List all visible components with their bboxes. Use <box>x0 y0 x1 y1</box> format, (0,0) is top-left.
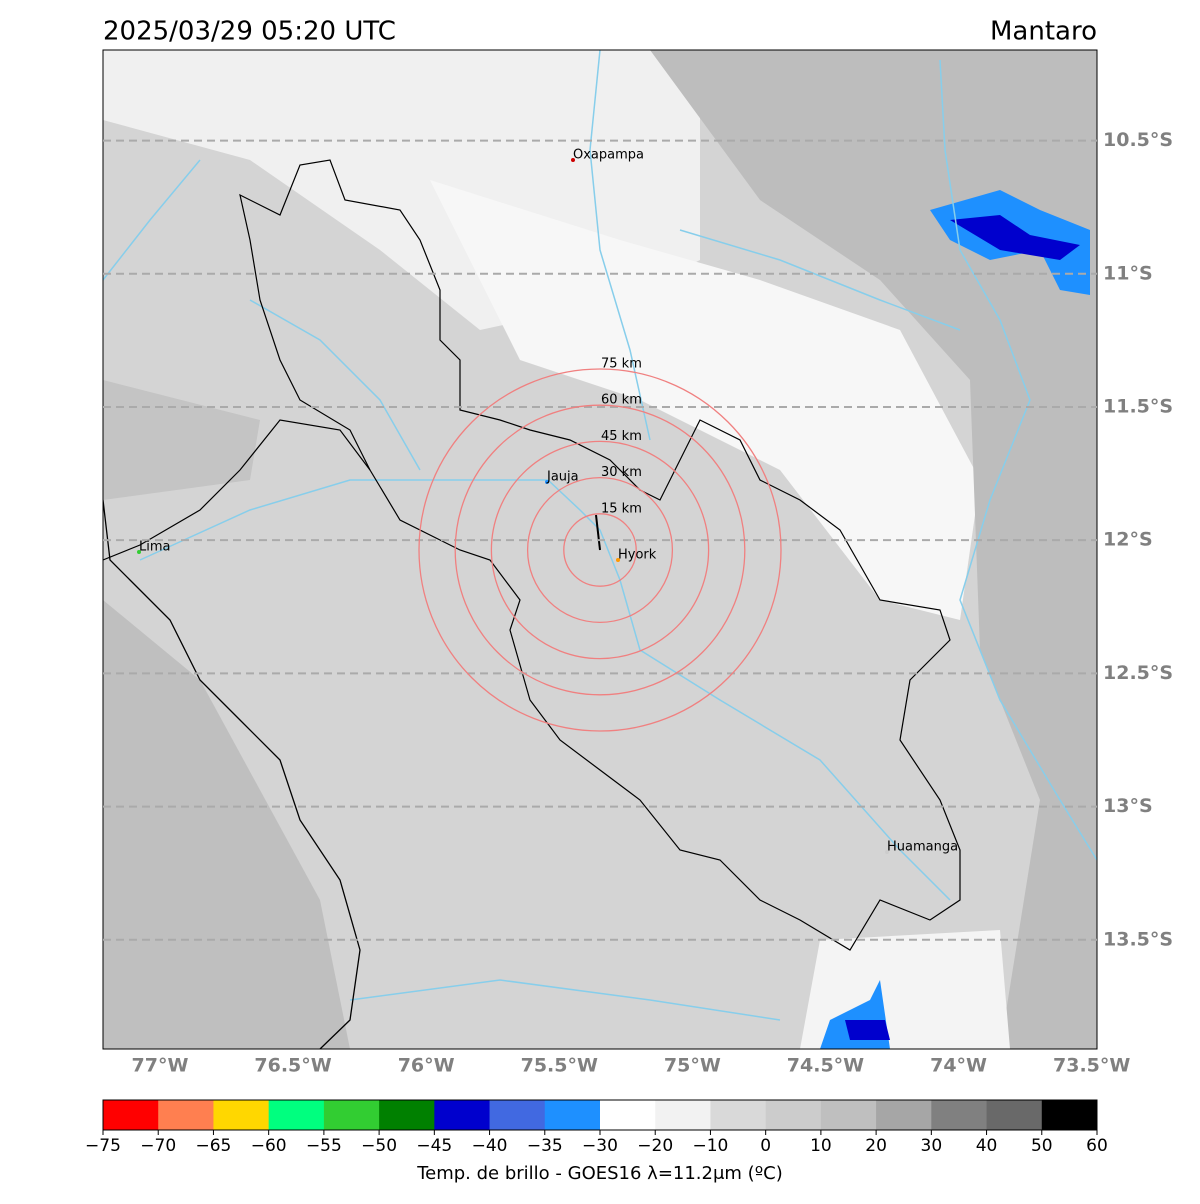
colorbar-segment <box>379 1100 435 1130</box>
colorbar-segment <box>1041 1100 1098 1130</box>
colorbar-tick-label: −75 <box>85 1136 121 1156</box>
lat-label: 11.5°S <box>1103 395 1173 417</box>
colorbar-segment <box>655 1100 711 1130</box>
colorbar-tick-label: −50 <box>361 1136 397 1156</box>
satellite-image <box>103 50 1097 1049</box>
range-ring <box>418 368 782 732</box>
lat-label: 12.5°S <box>1103 662 1173 684</box>
colorbar-segment <box>158 1100 214 1130</box>
lon-label: 74°W <box>930 1055 987 1077</box>
colorbar-tick-label: 0 <box>760 1136 771 1156</box>
lat-label: 12°S <box>1103 529 1153 551</box>
colorbar-tick-label: 30 <box>921 1136 943 1156</box>
range-ring <box>454 404 746 696</box>
range-ring <box>526 476 674 624</box>
map-frame <box>102 49 1098 1050</box>
colorbar-tick-label: −35 <box>527 1136 563 1156</box>
colorbar-tick-label: −20 <box>637 1136 673 1156</box>
range-ring <box>490 440 710 660</box>
lat-label: 11°S <box>1103 262 1153 284</box>
colorbar-segment <box>544 1100 601 1130</box>
colorbar-segment <box>931 1100 988 1130</box>
colorbar-segment <box>323 1100 380 1130</box>
city-marker <box>616 558 620 562</box>
colorbar-segment <box>268 1100 325 1130</box>
colorbar-tick-label: −70 <box>140 1136 176 1156</box>
city-label: Huamanga <box>887 840 958 855</box>
lat-label: 13.5°S <box>1103 928 1173 950</box>
ring-label: 45 km <box>601 429 642 444</box>
colorbar-tick-label: −40 <box>472 1136 508 1156</box>
ring-label: 30 km <box>601 465 642 480</box>
city-marker <box>571 158 575 162</box>
colorbar-tick-label: −65 <box>195 1136 231 1156</box>
lon-label: 75°W <box>664 1055 721 1077</box>
colorbar-segment <box>765 1100 822 1130</box>
lat-label: 13°S <box>1103 795 1153 817</box>
colorbar-segment <box>710 1100 767 1130</box>
colorbar-tick-label: −10 <box>692 1136 728 1156</box>
ring-label: 60 km <box>601 393 642 408</box>
lon-label: 76°W <box>398 1055 455 1077</box>
lon-label: 75.5°W <box>521 1055 598 1077</box>
lon-label: 76.5°W <box>254 1055 331 1077</box>
city-label: Jauja <box>546 470 579 485</box>
colorbar-label: Temp. de brillo - GOES16 λ=11.2μm (ºC) <box>416 1163 783 1184</box>
lon-label: 77°W <box>132 1055 189 1077</box>
colorbar-tick-label: −55 <box>306 1136 342 1156</box>
ring-label: 15 km <box>601 501 642 516</box>
colorbar-segment <box>820 1100 877 1130</box>
colorbar-tick-label: 50 <box>1031 1136 1053 1156</box>
colorbar-tick-label: −30 <box>582 1136 618 1156</box>
colorbar-tick-label: −60 <box>251 1136 287 1156</box>
city-label: Hyork <box>618 548 657 563</box>
colorbar-segment <box>489 1100 546 1130</box>
city-label: Oxapampa <box>573 148 644 163</box>
city-marker <box>137 550 141 554</box>
lon-label: 74.5°W <box>787 1055 864 1077</box>
lat-label: 10.5°S <box>1103 129 1173 151</box>
city-marker <box>545 480 549 484</box>
colorbar-tick-label: −45 <box>416 1136 452 1156</box>
colorbar-segment <box>986 1100 1043 1130</box>
ring-label: 75 km <box>601 357 642 372</box>
colorbar-segment <box>434 1100 491 1130</box>
colorbar-segment <box>600 1100 656 1130</box>
colorbar-tick-label: 40 <box>976 1136 998 1156</box>
colorbar-segment <box>103 1100 159 1130</box>
colorbar-tick-label: 60 <box>1086 1136 1108 1156</box>
colorbar-tick-label: 10 <box>810 1136 832 1156</box>
range-ring <box>563 513 637 587</box>
region-name: Mantaro <box>990 17 1097 47</box>
title: 2025/03/29 05:20 UTC <box>103 17 396 47</box>
colorbar-segment <box>213 1100 270 1130</box>
colorbar-tick-label: 20 <box>865 1136 887 1156</box>
colorbar-segment <box>876 1100 932 1130</box>
city-marker <box>885 850 889 854</box>
lon-label: 73.5°W <box>1053 1055 1130 1077</box>
city-label: Lima <box>139 540 170 555</box>
